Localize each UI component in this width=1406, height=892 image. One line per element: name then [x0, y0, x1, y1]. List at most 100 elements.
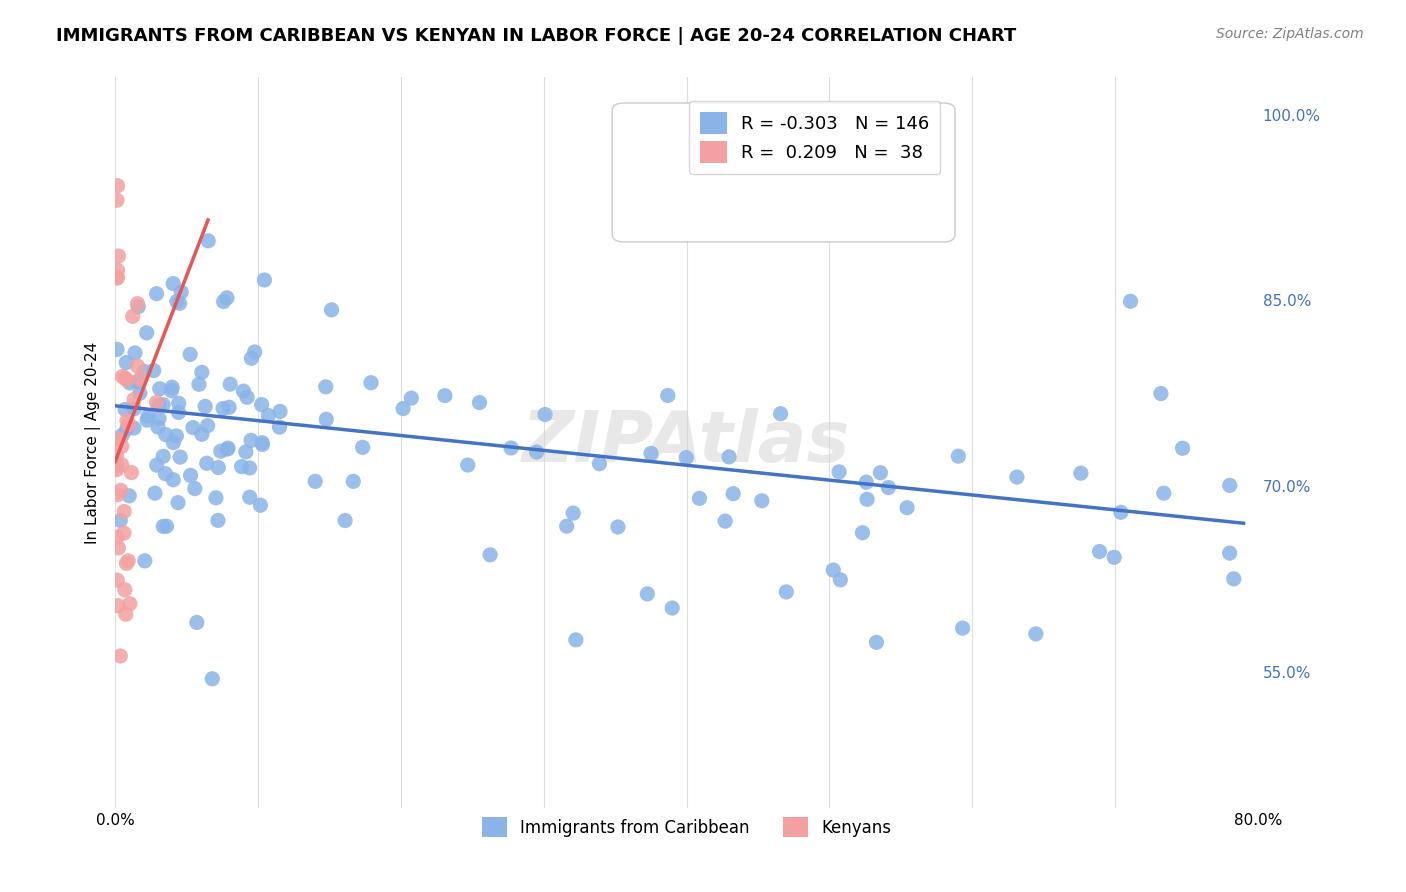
- Immigrants from Caribbean: [1222, 572, 1244, 586]
- Immigrants from Caribbean: [828, 465, 851, 479]
- Immigrants from Caribbean: [342, 475, 364, 489]
- Immigrants from Caribbean: [1070, 466, 1092, 480]
- Immigrants from Caribbean: [134, 554, 156, 568]
- Immigrants from Caribbean: [152, 398, 174, 412]
- Immigrants from Caribbean: [148, 398, 170, 412]
- Immigrants from Caribbean: [636, 587, 658, 601]
- Immigrants from Caribbean: [896, 500, 918, 515]
- Immigrants from Caribbean: [315, 380, 337, 394]
- Immigrants from Caribbean: [160, 380, 183, 394]
- Kenyans: [105, 573, 128, 587]
- Immigrants from Caribbean: [194, 400, 217, 414]
- Immigrants from Caribbean: [249, 498, 271, 512]
- Immigrants from Caribbean: [304, 475, 326, 489]
- Immigrants from Caribbean: [468, 395, 491, 409]
- Immigrants from Caribbean: [207, 513, 229, 527]
- Immigrants from Caribbean: [253, 273, 276, 287]
- Immigrants from Caribbean: [1150, 386, 1173, 401]
- Immigrants from Caribbean: [657, 388, 679, 402]
- Text: Source: ZipAtlas.com: Source: ZipAtlas.com: [1216, 27, 1364, 41]
- Immigrants from Caribbean: [675, 450, 697, 465]
- Immigrants from Caribbean: [191, 365, 214, 379]
- Immigrants from Caribbean: [1088, 544, 1111, 558]
- Immigrants from Caribbean: [212, 401, 235, 416]
- Immigrants from Caribbean: [186, 615, 208, 630]
- Kenyans: [110, 648, 132, 663]
- Immigrants from Caribbean: [534, 408, 557, 422]
- Immigrants from Caribbean: [145, 286, 167, 301]
- Immigrants from Caribbean: [167, 405, 190, 419]
- Kenyans: [111, 458, 134, 472]
- Immigrants from Caribbean: [588, 457, 610, 471]
- Immigrants from Caribbean: [136, 413, 159, 427]
- Immigrants from Caribbean: [149, 382, 172, 396]
- Kenyans: [114, 607, 136, 622]
- Immigrants from Caribbean: [606, 520, 628, 534]
- Immigrants from Caribbean: [555, 519, 578, 533]
- Kenyans: [107, 599, 129, 613]
- Kenyans: [107, 178, 129, 193]
- Kenyans: [110, 483, 132, 498]
- Immigrants from Caribbean: [751, 493, 773, 508]
- Immigrants from Caribbean: [640, 446, 662, 460]
- Immigrants from Caribbean: [215, 291, 238, 305]
- Immigrants from Caribbean: [124, 346, 146, 360]
- Immigrants from Caribbean: [526, 445, 548, 459]
- Immigrants from Caribbean: [360, 376, 382, 390]
- Immigrants from Caribbean: [180, 468, 202, 483]
- Immigrants from Caribbean: [830, 573, 852, 587]
- Immigrants from Caribbean: [122, 401, 145, 416]
- Immigrants from Caribbean: [877, 481, 900, 495]
- Kenyans: [117, 554, 139, 568]
- Immigrants from Caribbean: [167, 396, 190, 410]
- Immigrants from Caribbean: [565, 632, 588, 647]
- Immigrants from Caribbean: [721, 486, 744, 500]
- Immigrants from Caribbean: [661, 601, 683, 615]
- Kenyans: [127, 359, 149, 373]
- Immigrants from Caribbean: [1171, 442, 1194, 456]
- Immigrants from Caribbean: [433, 389, 456, 403]
- Immigrants from Caribbean: [155, 427, 177, 442]
- Immigrants from Caribbean: [105, 343, 128, 357]
- Immigrants from Caribbean: [118, 489, 141, 503]
- Kenyans: [107, 263, 129, 277]
- Immigrants from Caribbean: [166, 294, 188, 309]
- Immigrants from Caribbean: [240, 351, 263, 366]
- Immigrants from Caribbean: [252, 437, 274, 451]
- Immigrants from Caribbean: [219, 377, 242, 392]
- Immigrants from Caribbean: [201, 672, 224, 686]
- Immigrants from Caribbean: [162, 277, 184, 291]
- Kenyans: [105, 530, 128, 544]
- Immigrants from Caribbean: [501, 441, 523, 455]
- Immigrants from Caribbean: [191, 427, 214, 442]
- Immigrants from Caribbean: [169, 296, 191, 310]
- Text: ZIPAtlas: ZIPAtlas: [522, 409, 851, 477]
- Immigrants from Caribbean: [239, 490, 262, 504]
- Immigrants from Caribbean: [146, 420, 169, 434]
- Immigrants from Caribbean: [479, 548, 502, 562]
- Immigrants from Caribbean: [352, 440, 374, 454]
- Immigrants from Caribbean: [115, 422, 138, 436]
- Immigrants from Caribbean: [118, 376, 141, 390]
- Immigrants from Caribbean: [195, 456, 218, 470]
- Immigrants from Caribbean: [145, 458, 167, 472]
- Immigrants from Caribbean: [239, 461, 262, 475]
- Immigrants from Caribbean: [315, 412, 337, 426]
- Immigrants from Caribbean: [1219, 546, 1241, 560]
- Kenyans: [105, 271, 128, 285]
- Immigrants from Caribbean: [714, 514, 737, 528]
- Immigrants from Caribbean: [1005, 470, 1028, 484]
- Kenyans: [107, 249, 129, 263]
- Immigrants from Caribbean: [1219, 478, 1241, 492]
- Kenyans: [112, 504, 135, 518]
- Immigrants from Caribbean: [392, 401, 415, 416]
- Kenyans: [115, 372, 138, 386]
- Immigrants from Caribbean: [236, 390, 259, 404]
- Immigrants from Caribbean: [197, 418, 219, 433]
- Immigrants from Caribbean: [165, 429, 187, 443]
- Kenyans: [105, 193, 128, 207]
- Kenyans: [115, 557, 138, 571]
- Immigrants from Caribbean: [240, 434, 263, 448]
- Kenyans: [105, 460, 128, 475]
- Immigrants from Caribbean: [1153, 486, 1175, 500]
